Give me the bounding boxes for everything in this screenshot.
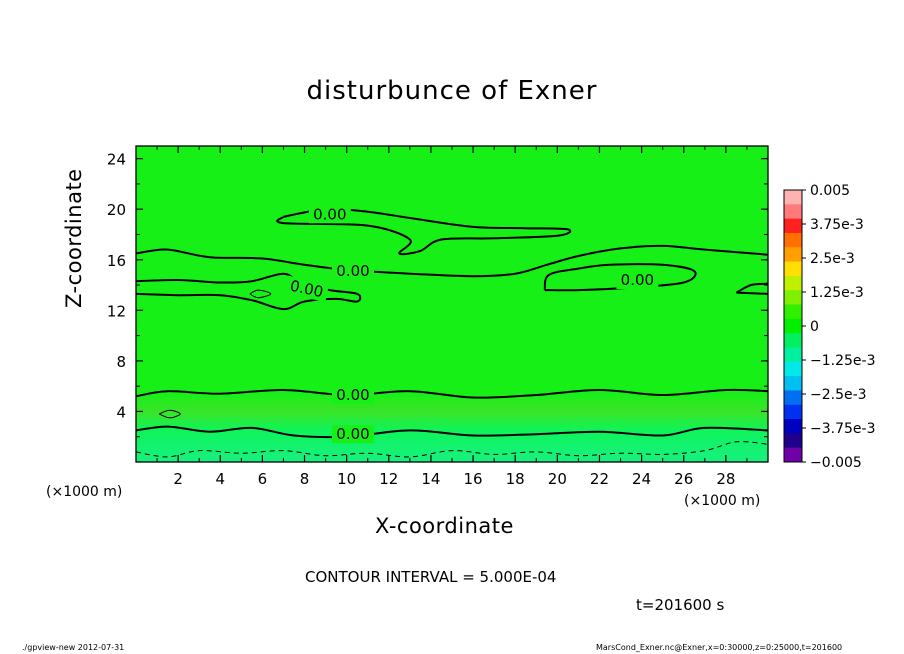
x-tick-label: 12: [379, 470, 398, 488]
x-tick-label: 24: [632, 470, 651, 488]
contour-line: [136, 425, 768, 439]
x-tick-label: 28: [716, 470, 735, 488]
colorbar-segment: [784, 419, 802, 434]
contour-label-text: 0.00: [336, 425, 369, 443]
colorbar-segment: [784, 376, 802, 391]
contour-label: 0.00: [331, 262, 374, 281]
colorbar-segment: [784, 261, 802, 277]
contour-line: [249, 289, 272, 299]
x-tick-label: 16: [464, 470, 483, 488]
contour-label-text: 0.00: [621, 271, 654, 289]
colorbar-label: −3.75e-3: [810, 421, 875, 437]
x-tick-label: 10: [337, 470, 356, 488]
contour-line: [543, 263, 697, 292]
contour-label: 0.00: [616, 270, 659, 289]
x-tick-label: 4: [215, 470, 225, 488]
colorbar-segment: [784, 433, 802, 449]
colorbar-segment: [784, 204, 802, 220]
colorbar-segment: [784, 361, 802, 377]
y-tick-label: 4: [116, 403, 126, 421]
contour-line: [136, 272, 362, 311]
colorbar-segment: [784, 390, 802, 406]
contour-label-bg: [331, 262, 374, 281]
colorbar-segment: [784, 218, 802, 234]
colorbar-segment: [784, 447, 802, 463]
contour-label-text: 0.00: [336, 386, 369, 404]
contour-label-bg: [284, 275, 330, 303]
y-axis-ticks: 4 8 12 16 20 24: [107, 151, 768, 438]
x-tick-label: 18: [506, 470, 525, 488]
contour-label-bg: [331, 386, 374, 405]
colorbar-label: −1.25e-3: [810, 353, 875, 369]
x-tick-label: 20: [548, 470, 567, 488]
colorbar-label: 3.75e-3: [810, 217, 864, 233]
footer-left: ./gpview-new 2012-07-31: [22, 643, 125, 652]
colorbar-segment: [784, 290, 802, 306]
contour-line-negative: [136, 441, 768, 458]
x-tick-label: 2: [173, 470, 183, 488]
colorbar-segment: [784, 190, 802, 205]
colorbar-segment: [784, 318, 802, 334]
contour-line: [136, 244, 768, 278]
x-tick-label: 26: [674, 470, 693, 488]
x-axis-ticks: 2 4 6 8 10 12 14 16 18 20 22 24 26 28: [156, 146, 748, 488]
colorbar-label: −2.5e-3: [810, 387, 867, 403]
contour-line: [136, 388, 768, 399]
colorbar-segment: [784, 232, 802, 248]
x-tick-label: 22: [590, 470, 609, 488]
contour-line: [736, 291, 768, 295]
x-axis-label: X-coordinate: [375, 514, 514, 538]
x-tick-label: 8: [300, 470, 310, 488]
colorbar-label: −0.005: [810, 455, 862, 471]
x-unit-right: (×1000 m): [684, 493, 761, 509]
colorbar-segment: [784, 275, 802, 291]
colorbar-label: 1.25e-3: [810, 285, 864, 301]
x-tick-label: 14: [421, 470, 440, 488]
y-tick-label: 12: [107, 302, 126, 320]
contour-label: 0.00: [308, 205, 351, 224]
contour-line: [735, 282, 768, 294]
contour-label: 0.00: [331, 425, 374, 444]
colorbar-segment: [784, 404, 802, 420]
y-tick-label: 16: [107, 252, 126, 270]
contour-line: [158, 409, 181, 419]
x-tick-label: 6: [258, 470, 268, 488]
contour-lines: [136, 208, 768, 458]
colorbar-segment: [784, 304, 802, 320]
contour-label-bg: [616, 270, 659, 289]
colorbar-segment: [784, 247, 802, 263]
footer-right: MarsCond_Exner.nc@Exner,x=0:30000,z=0:25…: [596, 643, 843, 652]
field-background: [136, 146, 768, 462]
colorbar: 0.005 3.75e-3 2.5e-3 1.25e-3 0 −1.25e-3 −2.5e-…: [783, 183, 875, 471]
y-axis-label: Z-coordinate: [62, 168, 86, 308]
y-tick-label: 8: [116, 353, 126, 371]
contour-label: 0.00: [331, 386, 374, 405]
contour-label-bg: [331, 425, 374, 444]
y-tick-label: 20: [107, 201, 126, 219]
colorbar-label: 2.5e-3: [810, 251, 855, 267]
contour-label-bg: [308, 205, 351, 224]
chart-title: disturbunce of Exner: [306, 76, 598, 106]
y-tick-label: 24: [107, 151, 126, 169]
x-unit-left: (×1000 m): [46, 484, 123, 500]
colorbar-label: 0.005: [810, 183, 850, 199]
contour-line: [276, 208, 572, 256]
contour-label-text: 0.00: [336, 262, 369, 280]
contour-interval-note: CONTOUR INTERVAL = 5.000E-04: [305, 568, 557, 586]
colorbar-segment: [784, 347, 802, 363]
contour-label-text: 0.00: [313, 205, 346, 223]
colorbar-label: 0: [810, 319, 819, 335]
colorbar-segment: [784, 333, 802, 348]
time-label: t=201600 s: [636, 596, 725, 614]
